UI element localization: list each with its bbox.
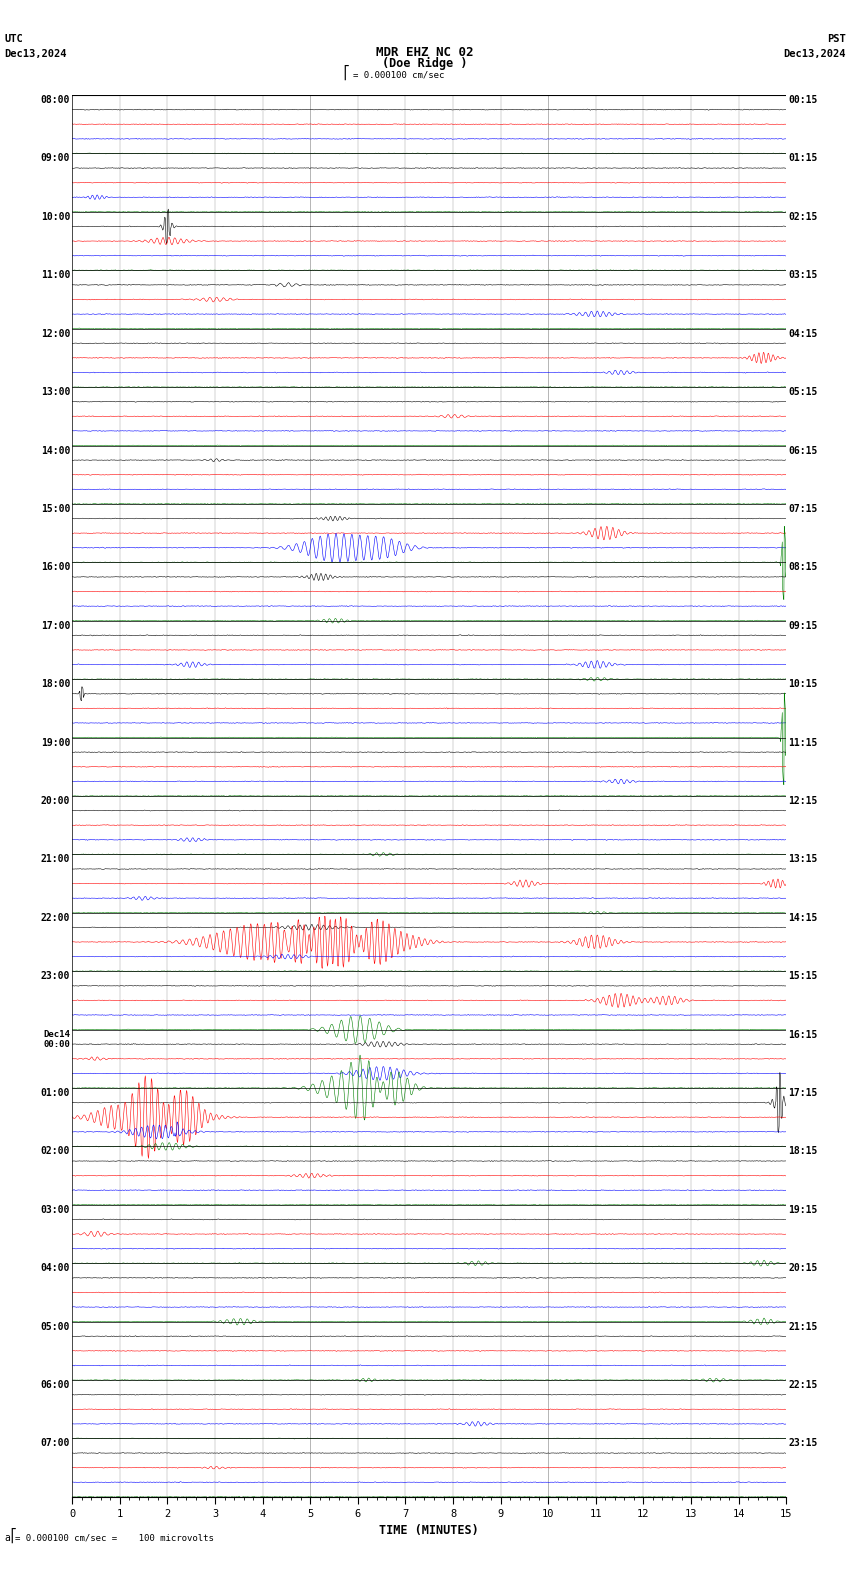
Text: 07:15: 07:15 [789,504,818,513]
Text: 03:15: 03:15 [789,271,818,280]
Text: ⎡: ⎡ [9,1527,16,1543]
Text: 17:15: 17:15 [789,1088,818,1098]
Text: Dec13,2024: Dec13,2024 [4,49,67,59]
Text: Dec13,2024: Dec13,2024 [783,49,846,59]
Text: 22:15: 22:15 [789,1380,818,1391]
Text: 13:00: 13:00 [41,386,70,398]
Text: 16:00: 16:00 [41,562,70,572]
Text: 21:15: 21:15 [789,1321,818,1332]
Text: PST: PST [827,35,846,44]
Text: 03:00: 03:00 [41,1205,70,1215]
Text: 14:15: 14:15 [789,912,818,923]
Text: 12:15: 12:15 [789,797,818,806]
Text: 10:00: 10:00 [41,212,70,222]
Text: 11:15: 11:15 [789,738,818,748]
Text: 01:00: 01:00 [41,1088,70,1098]
Text: 20:15: 20:15 [789,1264,818,1274]
Text: 02:00: 02:00 [41,1147,70,1156]
Text: 06:15: 06:15 [789,445,818,456]
Text: 13:15: 13:15 [789,854,818,865]
Text: 18:15: 18:15 [789,1147,818,1156]
Text: 05:00: 05:00 [41,1321,70,1332]
Text: 12:00: 12:00 [41,329,70,339]
Text: ⎡: ⎡ [343,65,349,79]
Text: 15:00: 15:00 [41,504,70,513]
Text: 01:15: 01:15 [789,154,818,163]
Text: 11:00: 11:00 [41,271,70,280]
Text: UTC: UTC [4,35,23,44]
Text: 14:00: 14:00 [41,445,70,456]
Text: 21:00: 21:00 [41,854,70,865]
Text: 15:15: 15:15 [789,971,818,980]
Text: 22:00: 22:00 [41,912,70,923]
Text: = 0.000100 cm/sec =    100 microvolts: = 0.000100 cm/sec = 100 microvolts [15,1533,214,1543]
Text: 09:15: 09:15 [789,621,818,630]
Text: 19:00: 19:00 [41,738,70,748]
Text: 00:15: 00:15 [789,95,818,105]
Text: = 0.000100 cm/sec: = 0.000100 cm/sec [353,71,444,79]
Text: 04:15: 04:15 [789,329,818,339]
Text: 04:00: 04:00 [41,1264,70,1274]
Text: 09:00: 09:00 [41,154,70,163]
Text: 17:00: 17:00 [41,621,70,630]
Text: 10:15: 10:15 [789,680,818,689]
Text: MDR EHZ NC 02: MDR EHZ NC 02 [377,46,473,59]
Text: 06:00: 06:00 [41,1380,70,1391]
Text: 05:15: 05:15 [789,386,818,398]
Text: 19:15: 19:15 [789,1205,818,1215]
Text: 18:00: 18:00 [41,680,70,689]
Text: 08:00: 08:00 [41,95,70,105]
Text: 20:00: 20:00 [41,797,70,806]
Text: 08:15: 08:15 [789,562,818,572]
Text: Dec14
00:00: Dec14 00:00 [43,1030,70,1049]
Text: 07:00: 07:00 [41,1438,70,1448]
Text: a: a [4,1533,10,1543]
Text: 23:00: 23:00 [41,971,70,980]
Text: 23:15: 23:15 [789,1438,818,1448]
X-axis label: TIME (MINUTES): TIME (MINUTES) [379,1524,479,1536]
Text: 02:15: 02:15 [789,212,818,222]
Text: 16:15: 16:15 [789,1030,818,1039]
Text: (Doe Ridge ): (Doe Ridge ) [382,57,468,70]
